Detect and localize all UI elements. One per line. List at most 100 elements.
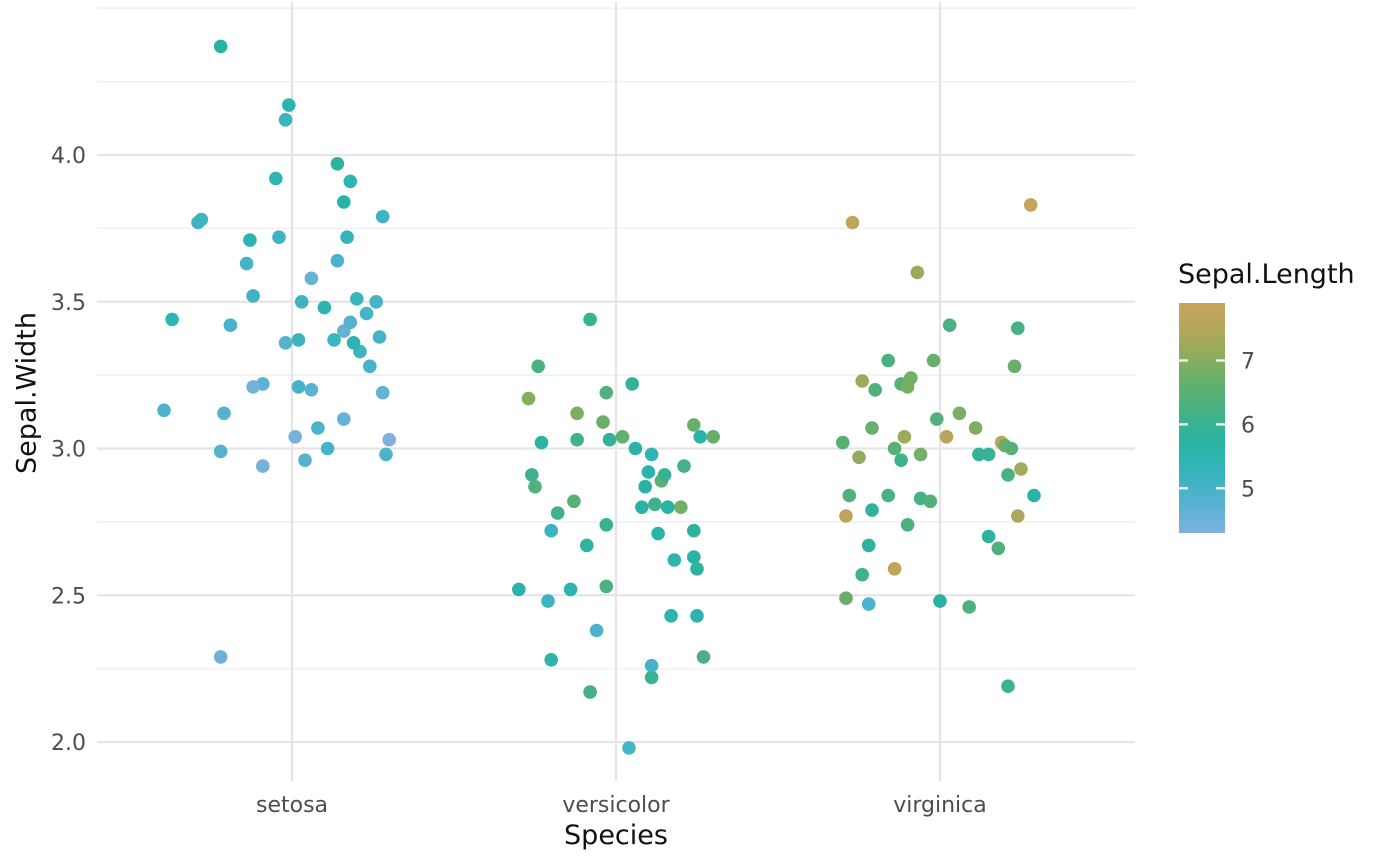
colorbar-legend: 7 6 5 — [1179, 303, 1255, 533]
data-points — [157, 39, 1041, 755]
data-point — [1007, 359, 1022, 374]
series-setosa — [157, 39, 397, 664]
data-point — [962, 600, 976, 614]
data-point — [525, 468, 539, 482]
x-tick-label: setosa — [256, 793, 328, 818]
y-tick-label: 3.5 — [51, 291, 86, 316]
data-point — [304, 271, 319, 286]
y-tick-label: 2.5 — [51, 584, 86, 609]
data-point — [521, 391, 536, 406]
data-point — [635, 500, 649, 514]
data-point — [294, 295, 309, 309]
data-point — [648, 497, 662, 512]
data-point — [580, 538, 594, 553]
data-point — [288, 430, 303, 444]
data-point — [596, 415, 610, 429]
data-point — [968, 421, 983, 435]
gridlines — [97, 2, 1135, 781]
data-point — [690, 562, 704, 576]
data-point — [900, 518, 915, 532]
data-point — [239, 256, 254, 271]
data-point — [165, 312, 179, 327]
data-point — [213, 650, 228, 664]
data-point — [852, 450, 866, 465]
x-tick-label: virginica — [893, 793, 987, 818]
x-tick-label: versicolor — [562, 793, 670, 818]
data-point — [330, 253, 345, 268]
data-point — [320, 441, 335, 456]
data-point — [1027, 488, 1041, 503]
data-point — [641, 465, 656, 479]
data-point — [567, 494, 581, 509]
data-point — [550, 506, 565, 520]
y-tick-label: 2.0 — [51, 731, 86, 756]
data-point — [628, 441, 643, 456]
data-point — [531, 359, 545, 374]
data-point — [952, 406, 967, 421]
data-point — [910, 265, 925, 280]
data-point — [638, 479, 652, 494]
colorbar-tick-label: 5 — [1241, 477, 1255, 502]
data-point — [687, 550, 701, 564]
colorbar-tick-label: 6 — [1241, 413, 1255, 438]
data-point — [904, 371, 918, 385]
data-point — [651, 526, 665, 541]
data-point — [1004, 441, 1019, 456]
legend-title: Sepal.Length — [1178, 259, 1355, 290]
data-point — [563, 582, 578, 597]
data-point — [644, 447, 659, 462]
data-point — [1001, 468, 1015, 482]
data-point — [213, 39, 228, 54]
axis-tick-labels: 2.0 2.5 3.0 3.5 4.0 setosa versicolor virginica — [51, 144, 987, 818]
data-point — [602, 432, 617, 447]
data-point — [881, 488, 895, 503]
data-point — [583, 685, 597, 699]
data-point — [330, 157, 345, 171]
data-point — [923, 494, 938, 509]
data-point — [570, 406, 584, 421]
data-point — [191, 215, 205, 230]
data-point — [693, 430, 707, 444]
data-point — [942, 318, 957, 333]
data-point — [363, 359, 377, 374]
data-point — [868, 383, 882, 397]
data-point — [855, 567, 869, 582]
data-point — [379, 447, 393, 462]
data-point — [991, 541, 1006, 556]
data-point — [644, 658, 659, 673]
data-point — [861, 538, 876, 553]
data-point — [865, 421, 879, 435]
data-point — [687, 523, 701, 538]
data-point — [317, 300, 332, 315]
data-point — [887, 441, 902, 456]
data-point — [372, 330, 387, 344]
data-point — [541, 594, 555, 608]
data-point — [881, 353, 895, 368]
data-point — [599, 579, 614, 594]
data-point — [981, 447, 996, 462]
data-point — [343, 315, 358, 330]
data-point — [1001, 679, 1015, 693]
data-point — [382, 432, 397, 447]
data-point — [337, 412, 351, 426]
data-point — [865, 503, 879, 517]
data-point — [375, 209, 390, 224]
data-point — [930, 412, 944, 426]
data-point — [981, 529, 996, 544]
data-point — [255, 459, 270, 473]
data-point — [350, 292, 364, 306]
data-point — [223, 318, 238, 333]
data-point — [246, 380, 260, 394]
data-point — [512, 582, 526, 597]
data-point — [589, 623, 604, 638]
data-point — [836, 435, 850, 450]
data-point — [246, 289, 260, 303]
data-point — [272, 230, 286, 244]
data-point — [615, 430, 630, 444]
data-point — [570, 432, 584, 447]
data-point — [599, 385, 614, 400]
data-point — [269, 171, 283, 186]
data-point — [842, 488, 857, 503]
data-point — [657, 468, 672, 482]
